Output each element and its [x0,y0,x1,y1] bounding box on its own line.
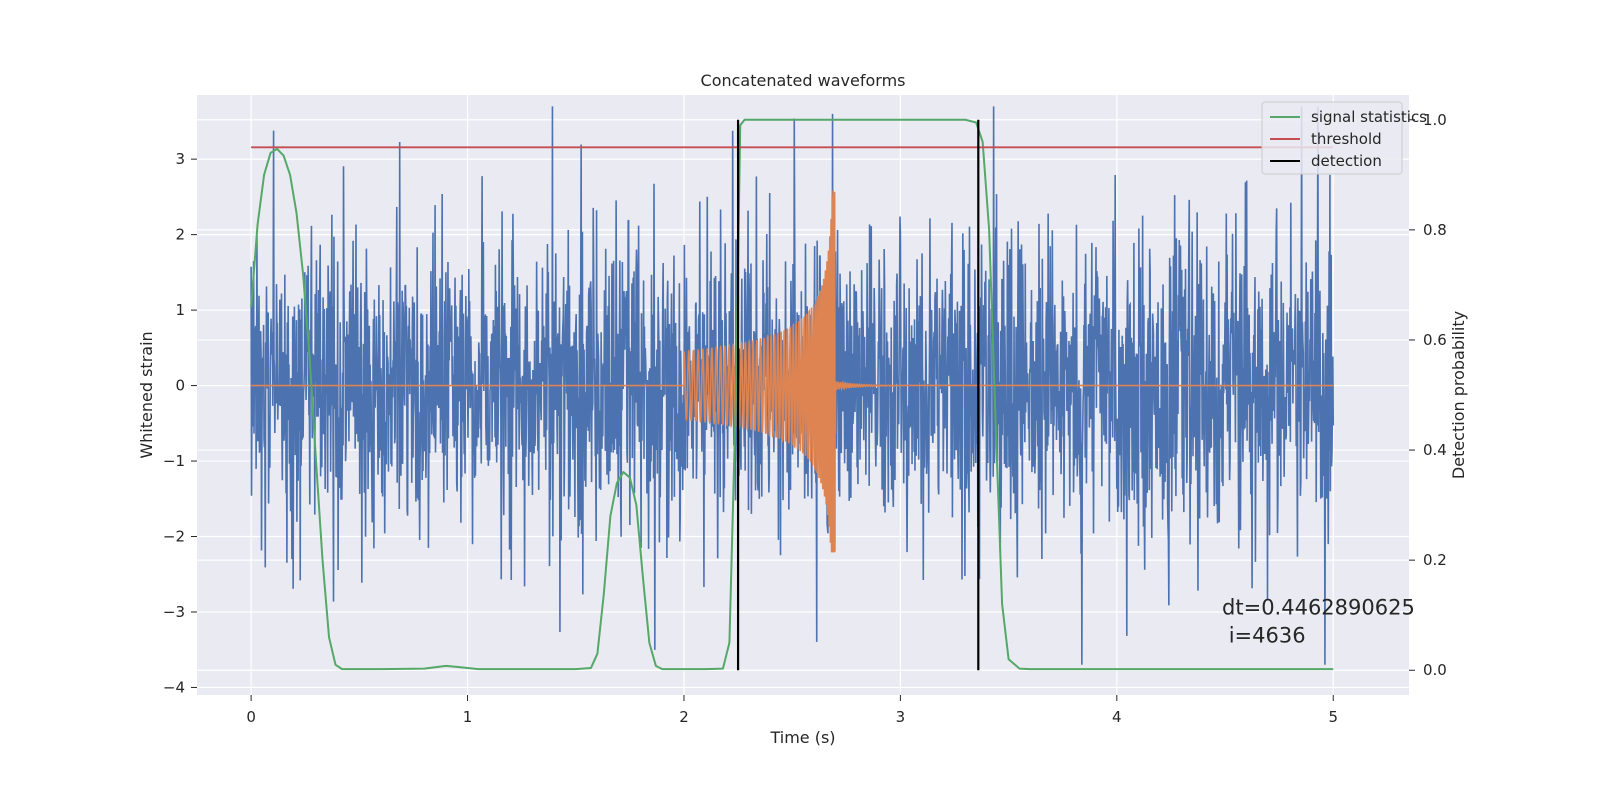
signal-statistics-series [250,118,1334,671]
x-tick-label: 2 [679,708,689,726]
chirp-series [251,190,1334,553]
y-tick-label: −4 [163,678,185,696]
x-tick-label: 5 [1328,708,1338,726]
x-tick-label: 0 [246,708,256,726]
signal-statistics-line [250,118,1334,671]
legend-label: detection [1311,152,1382,170]
y-tick-label: 3 [175,150,185,168]
x-tick-label: 4 [1112,708,1122,726]
y-tick-label: −1 [163,452,185,470]
x-tick-label: 1 [463,708,473,726]
y2-tick-label: 0.4 [1423,441,1447,459]
y-tick-label: −2 [163,528,185,546]
detection-lines [736,119,980,671]
legend-label: signal statistics [1311,108,1427,126]
x-axis-title: Time (s) [769,728,835,747]
y-tick-label: 0 [175,377,185,395]
annotation: dt=0.4462890625 i=4636 [1222,596,1415,648]
annotation-line: dt=0.4462890625 [1222,596,1415,620]
y-tick-label: 1 [175,301,185,319]
y-axis-title: Whitened strain [137,331,156,458]
y-tick-label: 2 [175,226,185,244]
legend: signal statistics threshold detection [1261,101,1427,175]
y2-tick-label: 0.0 [1423,661,1447,679]
y2-tick-label: 0.8 [1423,221,1447,239]
chirp-line [251,190,1334,553]
y-tick-label: −3 [163,603,185,621]
tick-labels: 0 1 2 3 4 5 −4 −3 −2 −1 0 1 2 3 0.0 0.2 0.4 0.6 0.8 1.0 [163,111,1447,726]
x-tick-label: 3 [896,708,906,726]
legend-label: threshold [1311,130,1382,148]
chart-title: Concatenated waveforms [701,71,906,90]
legend-box [1261,101,1403,175]
y2-axis-title: Detection probability [1449,311,1468,479]
y2-tick-label: 1.0 [1423,111,1447,129]
annotation-line: i=4636 [1222,624,1306,648]
y2-tick-label: 0.6 [1423,331,1447,349]
y2-tick-label: 0.2 [1423,551,1447,569]
